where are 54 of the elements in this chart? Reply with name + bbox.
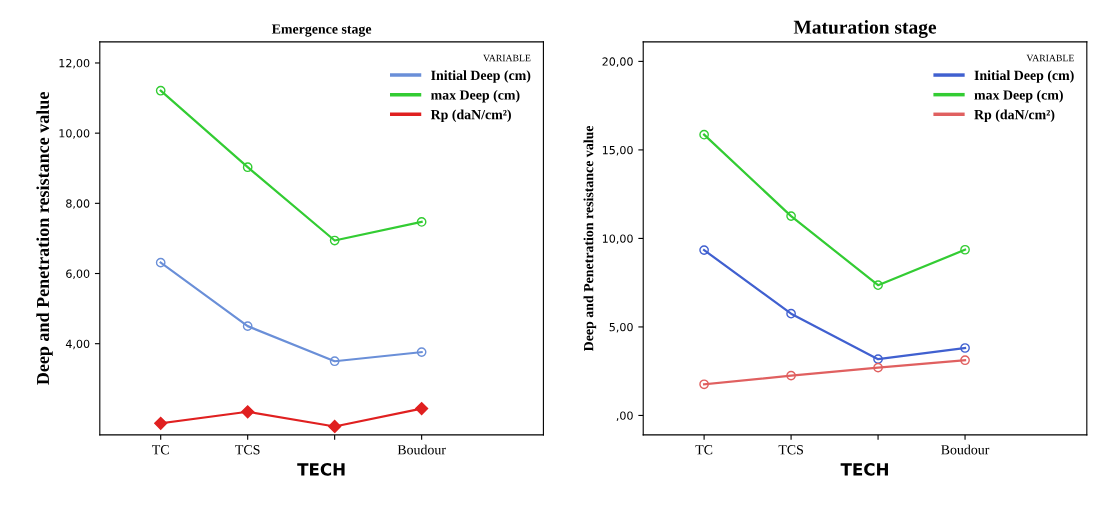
chart-title: Emergence stage (271, 24, 372, 37)
legend-label: Rp (daN/cm²) (430, 109, 511, 123)
point (155, 257, 166, 268)
legend-label: max Deep (cm) (431, 89, 520, 103)
y-tick-label: ,00 (616, 411, 633, 421)
point (960, 355, 970, 366)
y-axis-title: Deep and Penetration resistance value (583, 125, 597, 352)
legend-label: Initial Deep (cm) (431, 70, 531, 83)
point (241, 405, 255, 419)
x-tick-label: TCS (778, 445, 803, 455)
point (699, 129, 709, 140)
x-tick-label: TC (695, 445, 713, 455)
point (786, 308, 796, 319)
point (960, 244, 970, 255)
point (699, 245, 709, 255)
y-tick-label: 4,00 (65, 339, 90, 350)
point (416, 217, 427, 227)
legend-label: Initial Deep (cm) (974, 70, 1074, 83)
y-tick-label: 10,00 (602, 234, 633, 244)
point (242, 162, 253, 173)
x-axis-title: TECH (840, 463, 888, 476)
x-tick-label: Boudour (941, 444, 990, 455)
point (329, 235, 340, 246)
point (873, 362, 883, 373)
y-tick-label: 10,00 (59, 129, 90, 139)
y-tick-label: 8,00 (66, 199, 90, 209)
point (416, 347, 427, 357)
point (960, 343, 970, 353)
y-tick-label: 15,00 (602, 145, 633, 156)
y-axis-title: Deep and Penetration resistance value (36, 92, 53, 385)
y-tick-label: 12,00 (59, 58, 90, 69)
x-tick-label: TCS (235, 445, 260, 455)
point (155, 85, 166, 96)
legend-label: max Deep (cm) (974, 89, 1063, 103)
x-axis-title: TECH (297, 463, 345, 476)
y-tick-label: 6,00 (66, 269, 90, 280)
y-tick-label: 20,00 (602, 57, 633, 67)
point (329, 356, 340, 367)
point (242, 321, 253, 332)
point (415, 402, 429, 416)
x-tick-label: TC (152, 445, 169, 455)
legend-title: VARIABLE (1026, 54, 1074, 62)
point (154, 416, 168, 430)
x-tick-label: Boudour (397, 444, 446, 455)
point (873, 354, 883, 365)
point (873, 280, 883, 291)
legend-label: Rp (daN/cm²) (974, 109, 1055, 123)
chart-title: Maturation stage (793, 20, 937, 38)
point (699, 379, 709, 390)
legend-title: VARIABLE (483, 54, 531, 62)
point (328, 419, 342, 434)
point (786, 370, 796, 381)
y-tick-label: 5,00 (609, 322, 633, 333)
point (786, 211, 796, 221)
